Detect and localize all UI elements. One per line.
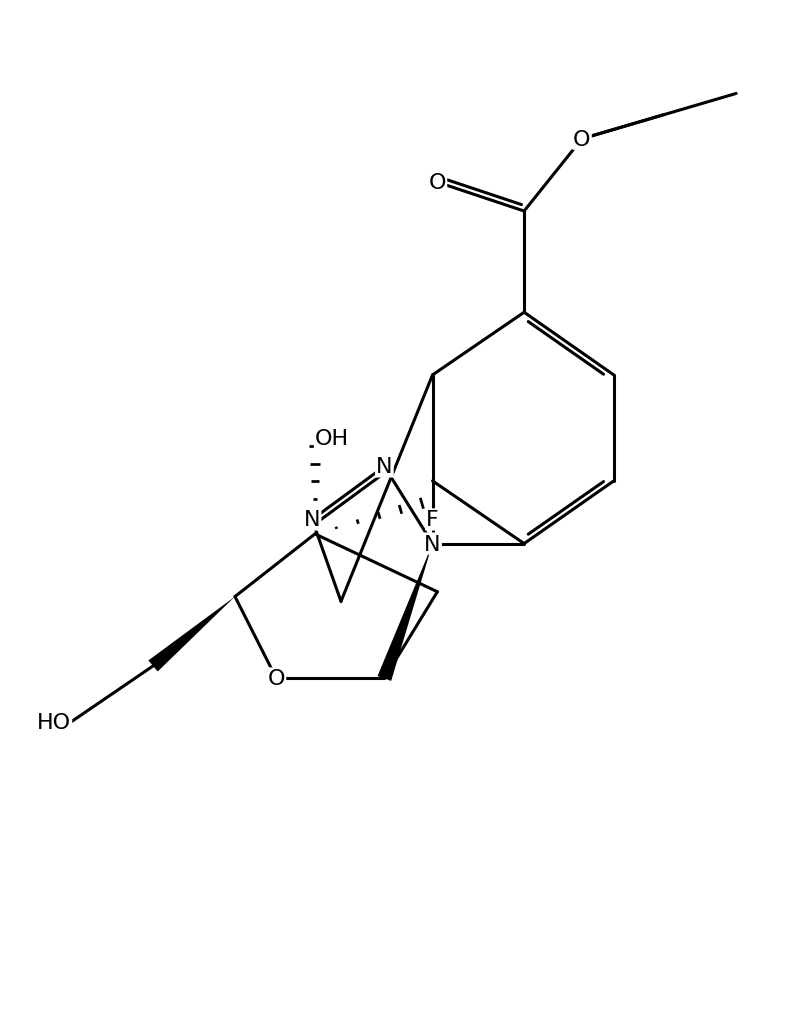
Text: N: N [424, 534, 440, 554]
Text: O: O [429, 173, 446, 193]
Text: HO: HO [37, 712, 71, 732]
Text: F: F [426, 510, 439, 530]
Text: OH: OH [315, 428, 349, 448]
Text: O: O [268, 669, 285, 688]
Text: O: O [573, 129, 591, 150]
Text: N: N [376, 457, 392, 477]
Polygon shape [148, 596, 235, 671]
Polygon shape [377, 544, 433, 681]
Text: N: N [304, 510, 321, 530]
